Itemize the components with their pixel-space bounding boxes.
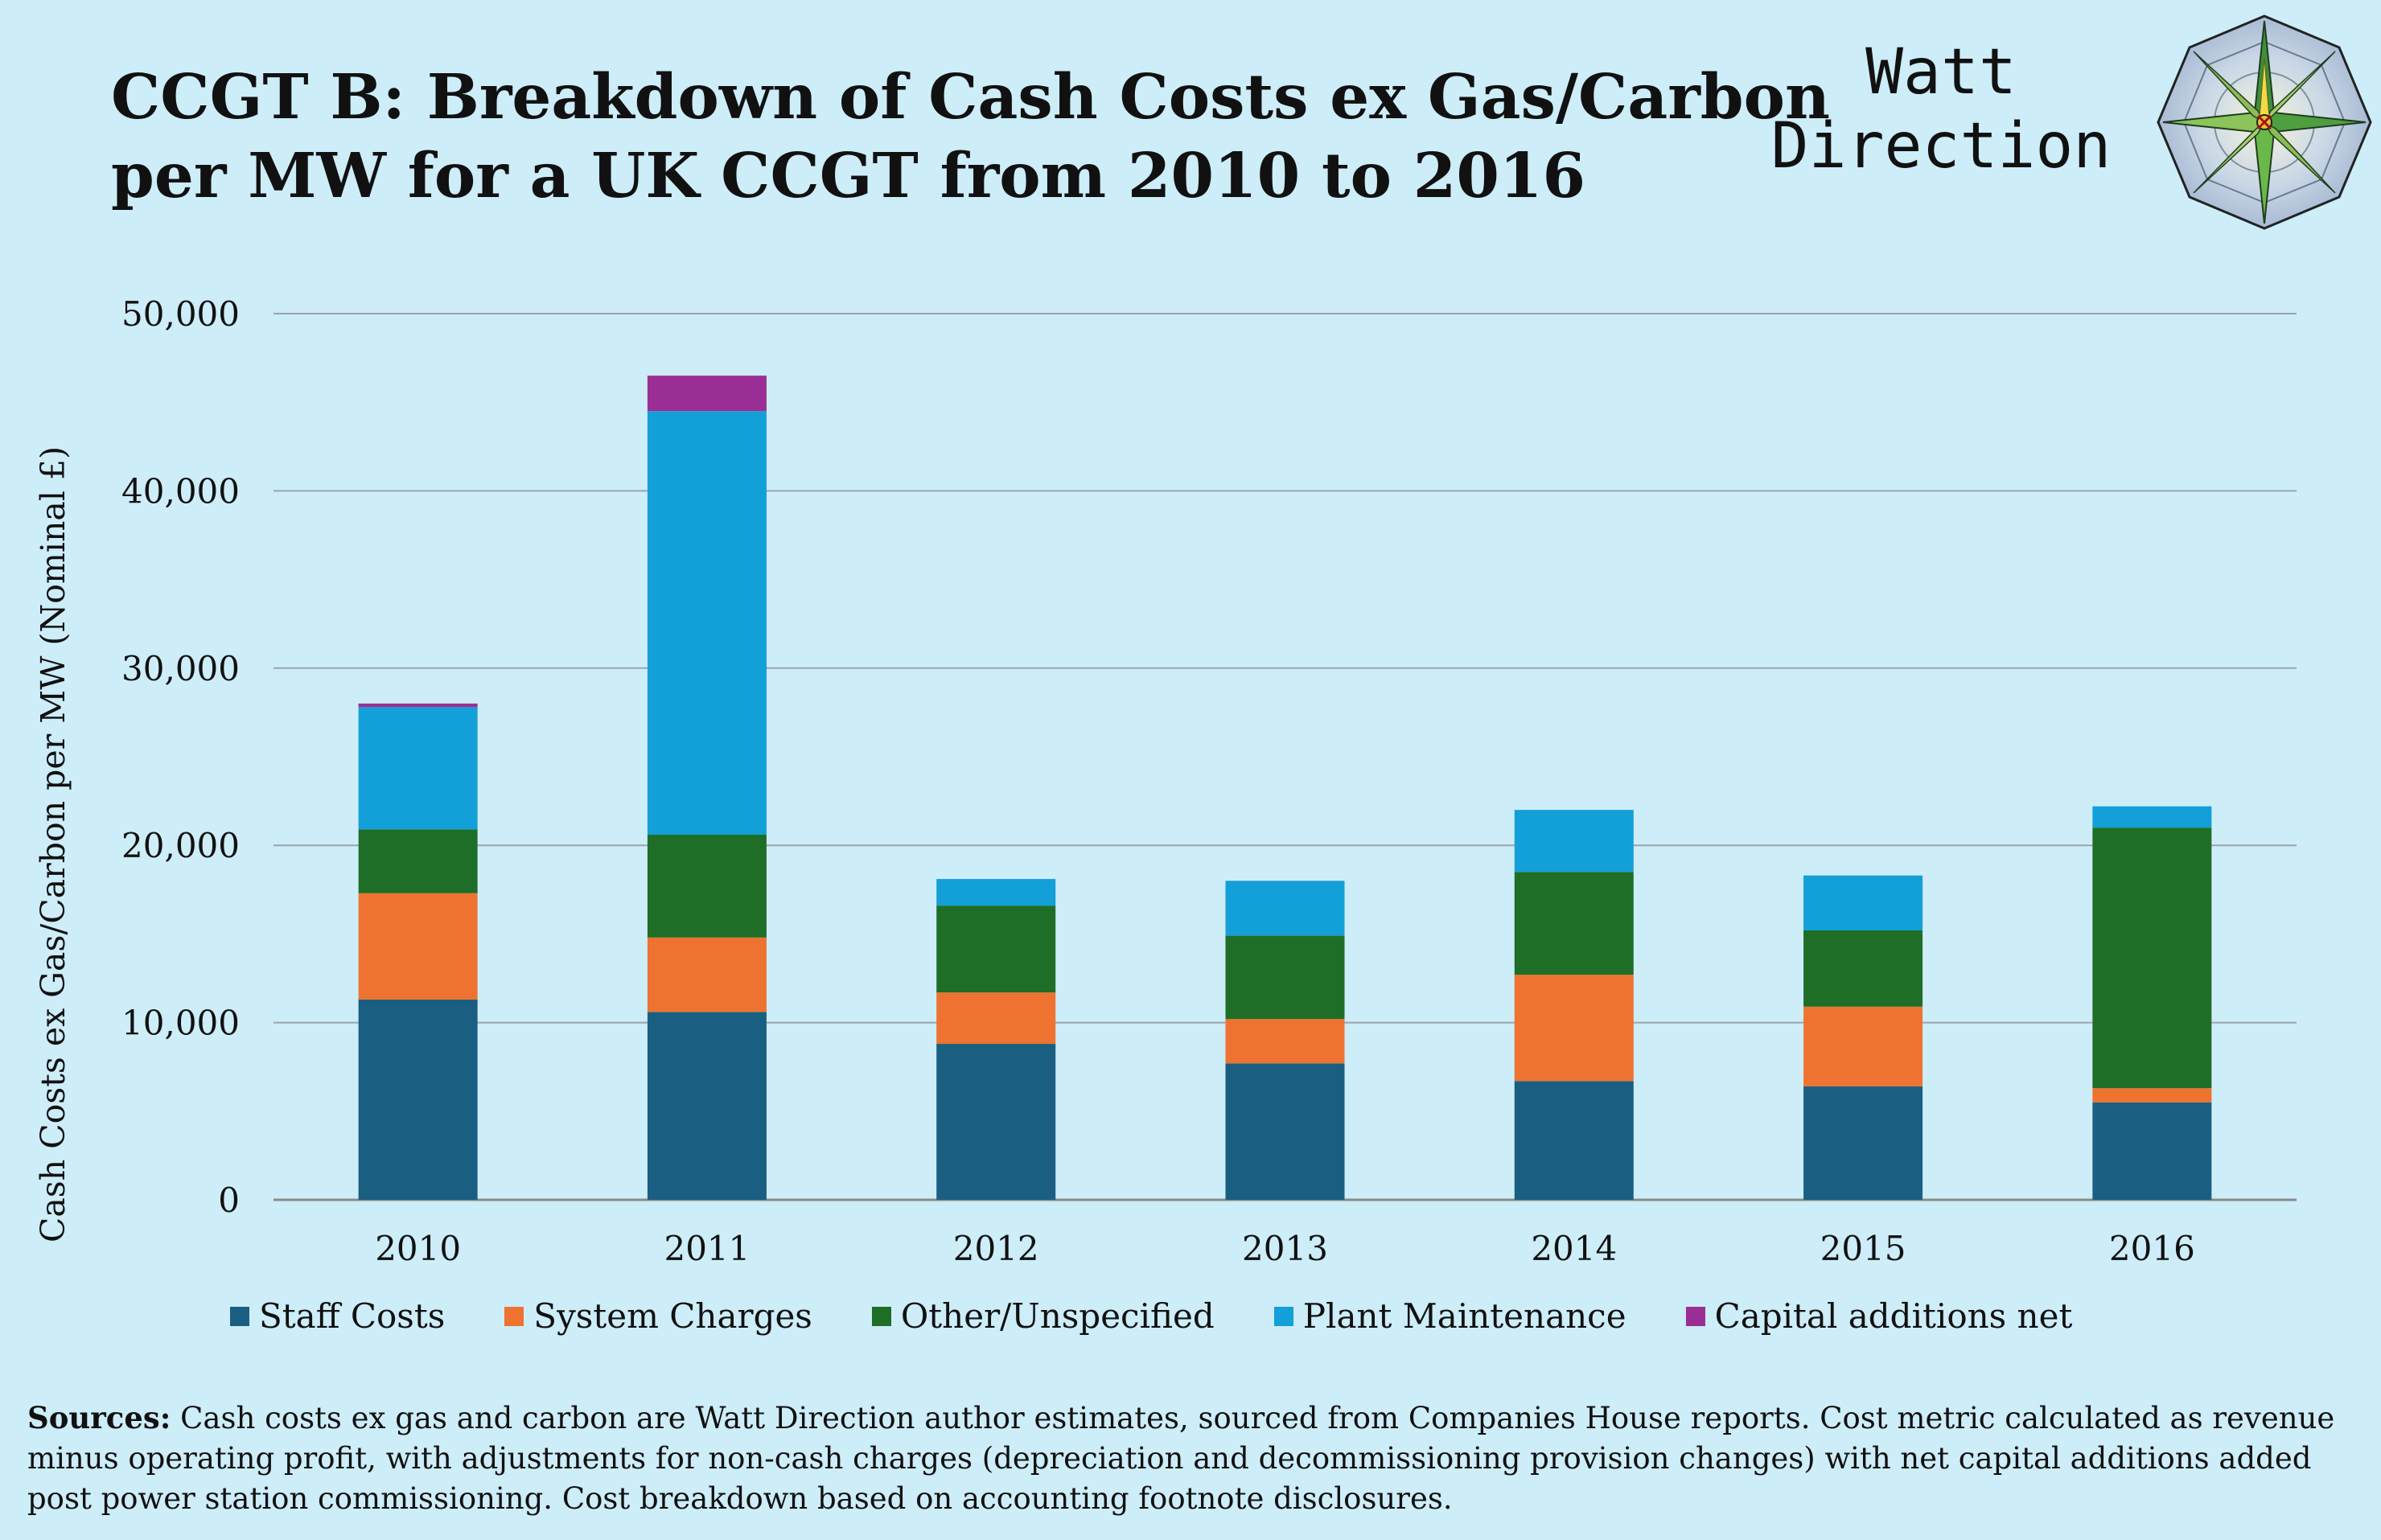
bar-stack-2014 xyxy=(1514,810,1634,1200)
sources-note: Sources: Cash costs ex gas and carbon ar… xyxy=(27,1398,2352,1519)
x-tick-label: 2016 xyxy=(2109,1229,2195,1268)
legend-swatch xyxy=(1685,1306,1705,1326)
bar-stack-2010 xyxy=(358,703,478,1200)
bar-segment-plant-maintenance xyxy=(647,411,767,835)
bar-segment-system-charges xyxy=(647,937,767,1012)
bar-segment-plant-maintenance xyxy=(1514,810,1634,873)
chart-title-line-2: per MW for a UK CCGT from 2010 to 2016 xyxy=(111,140,1586,212)
bar-segment-system-charges xyxy=(1225,1019,1345,1064)
bar-segment-staff-costs xyxy=(936,1044,1056,1200)
bar-segment-staff-costs xyxy=(647,1012,767,1200)
compass-rose-icon xyxy=(2157,14,2372,230)
bar-segment-system-charges xyxy=(2092,1088,2212,1103)
bar-segment-system-charges xyxy=(936,992,1056,1045)
legend-label: Staff Costs xyxy=(259,1296,446,1336)
y-axis-tick-labels: 0 10,000 20,000 30,000 40,000 50,000 xyxy=(121,294,240,1220)
bar-segment-staff-costs xyxy=(1803,1086,1923,1200)
bar-stack-2015 xyxy=(1803,875,1923,1200)
chart-legend: Staff Costs System Charges Other/Unspecifi… xyxy=(230,1296,2132,1336)
legend-label: System Charges xyxy=(533,1296,812,1336)
legend-swatch xyxy=(871,1306,891,1326)
legend-item: Capital additions net xyxy=(1685,1296,2073,1336)
bar-segment-other-unspecified xyxy=(358,829,478,893)
bar-segment-other-unspecified xyxy=(1514,872,1634,975)
legend-swatch xyxy=(230,1306,249,1326)
bar-segment-staff-costs xyxy=(2092,1102,2212,1200)
bar-segment-staff-costs xyxy=(358,999,478,1200)
x-tick-label: 2015 xyxy=(1820,1229,1906,1268)
bar-segment-capital-additions-net xyxy=(358,703,478,708)
bar-segment-other-unspecified xyxy=(1803,930,1923,1007)
bar-segment-other-unspecified xyxy=(936,906,1056,993)
bar-segment-system-charges xyxy=(358,893,478,1000)
bar-segment-plant-maintenance xyxy=(1225,881,1345,936)
legend-swatch xyxy=(504,1306,524,1326)
x-axis-tick-labels: 2010 2011 2012 2013 2014 2015 2016 xyxy=(375,1229,2195,1268)
bar-segment-plant-maintenance xyxy=(358,707,478,830)
stacked-bar-chart: 0 10,000 20,000 30,000 40,000 50,000 2010 2011… xyxy=(34,294,2297,1268)
legend-label: Other/Unspecified xyxy=(900,1296,1215,1336)
legend-item: Staff Costs xyxy=(230,1296,445,1336)
bar-segment-other-unspecified xyxy=(2092,827,2212,1089)
y-tick-label: 50,000 xyxy=(121,294,240,334)
legend-swatch xyxy=(1273,1306,1293,1326)
sources-text: Cash costs ex gas and carbon are Watt Di… xyxy=(27,1401,2335,1516)
bar-segment-plant-maintenance xyxy=(936,879,1056,906)
y-tick-label: 40,000 xyxy=(121,471,240,511)
bar-segment-system-charges xyxy=(1803,1006,1923,1086)
legend-label: Plant Maintenance xyxy=(1302,1296,1626,1336)
brand-name: Watt Direction xyxy=(1744,35,2138,183)
bar-segment-plant-maintenance xyxy=(1803,875,1923,930)
bar-stack-2016 xyxy=(2092,806,2212,1200)
x-tick-label: 2013 xyxy=(1242,1229,1328,1268)
brand-name-line-1: Watt xyxy=(1865,36,2017,109)
chart-title-line-1: CCGT B: Breakdown of Cash Costs ex Gas/C… xyxy=(111,61,1830,133)
legend-item: System Charges xyxy=(504,1296,812,1336)
bar-stack-2012 xyxy=(936,879,1056,1200)
x-tick-label: 2014 xyxy=(1531,1229,1617,1268)
legend-label: Capital additions net xyxy=(1714,1296,2073,1336)
bar-segment-staff-costs xyxy=(1514,1081,1634,1200)
brand-name-line-2: Direction xyxy=(1770,110,2112,183)
bar-segment-other-unspecified xyxy=(1225,935,1345,1020)
y-axis-label: Cash Costs ex Gas/Carbon per MW (Nominal… xyxy=(34,446,72,1242)
legend-item: Plant Maintenance xyxy=(1273,1296,1626,1336)
legend-item: Other/Unspecified xyxy=(871,1296,1215,1336)
chart-title: CCGT B: Breakdown of Cash Costs ex Gas/C… xyxy=(111,58,1830,216)
bar-stacks xyxy=(358,376,2212,1200)
y-tick-label: 20,000 xyxy=(121,826,240,865)
y-tick-label: 0 xyxy=(218,1181,240,1220)
bar-segment-plant-maintenance xyxy=(2092,806,2212,828)
bar-segment-staff-costs xyxy=(1225,1063,1345,1200)
x-tick-label: 2011 xyxy=(664,1229,750,1268)
x-tick-label: 2012 xyxy=(953,1229,1039,1268)
bar-segment-system-charges xyxy=(1514,975,1634,1082)
sources-label: Sources: xyxy=(27,1400,171,1435)
bar-stack-2013 xyxy=(1225,881,1345,1200)
bar-segment-capital-additions-net xyxy=(647,376,767,412)
x-tick-label: 2010 xyxy=(375,1229,461,1268)
y-tick-label: 10,000 xyxy=(121,1004,240,1043)
gridlines xyxy=(273,313,2297,1201)
bar-segment-other-unspecified xyxy=(647,834,767,938)
y-tick-label: 30,000 xyxy=(121,649,240,688)
bar-stack-2011 xyxy=(647,376,767,1200)
